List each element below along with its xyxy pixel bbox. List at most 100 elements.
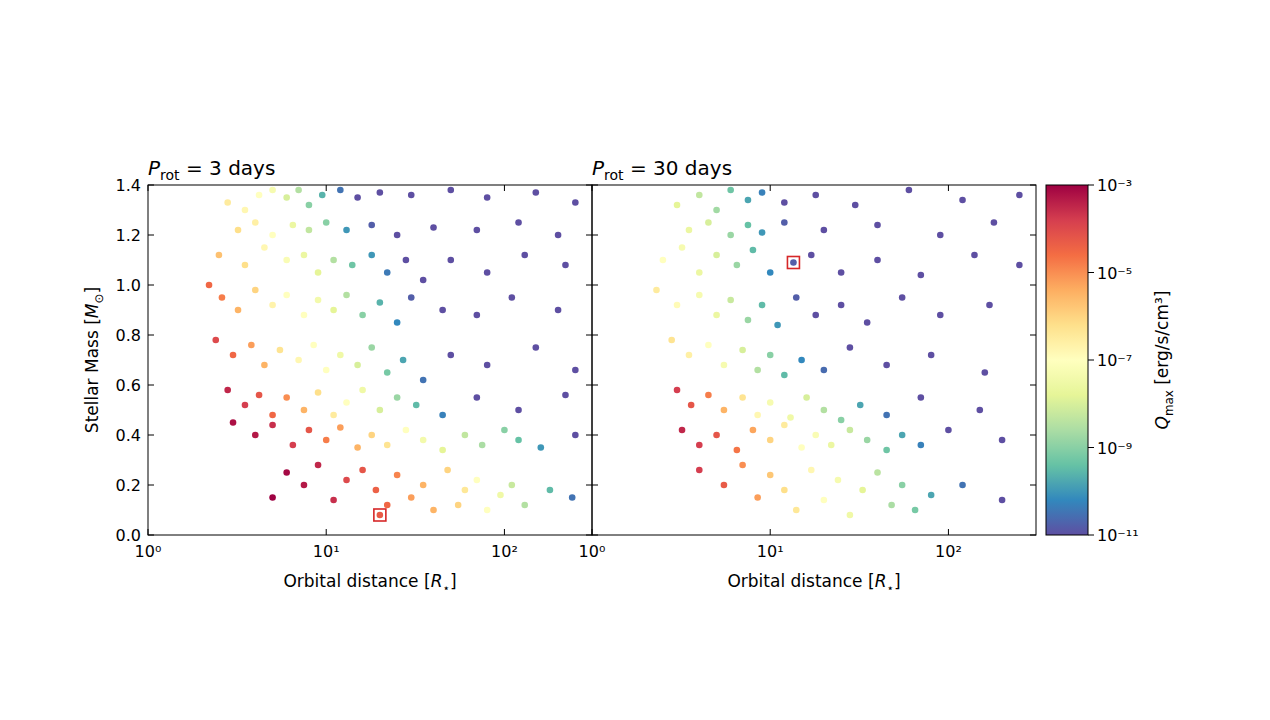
- point: [705, 219, 712, 226]
- point: [394, 319, 401, 326]
- point: [315, 462, 322, 469]
- point: [420, 277, 427, 284]
- y-tick: [148, 335, 154, 336]
- point: [713, 252, 720, 259]
- point: [679, 244, 686, 251]
- point: [847, 427, 854, 434]
- point: [212, 337, 219, 344]
- point: [216, 252, 223, 259]
- y-tick: [1030, 485, 1036, 486]
- y-tick: [1030, 435, 1036, 436]
- y-tick-label: 1.2: [116, 226, 141, 245]
- point: [864, 437, 871, 444]
- point: [444, 467, 451, 474]
- y-tick-label: 1.0: [116, 276, 141, 295]
- point: [533, 189, 540, 196]
- point: [686, 227, 693, 234]
- point: [301, 312, 308, 319]
- point: [774, 322, 781, 329]
- x-tick: [326, 185, 327, 191]
- x-tick: [592, 185, 593, 191]
- point: [759, 229, 766, 236]
- y-tick: [592, 435, 598, 436]
- y-tick: [1030, 285, 1036, 286]
- symbol: R: [431, 571, 443, 591]
- point: [330, 257, 337, 264]
- point: [384, 369, 391, 376]
- point: [384, 502, 391, 509]
- point: [269, 187, 276, 194]
- point: [248, 342, 255, 349]
- point: [808, 467, 815, 474]
- subscript: rot: [160, 167, 180, 183]
- point: [283, 194, 290, 201]
- point: [562, 392, 569, 399]
- y-tick: [592, 285, 598, 286]
- point: [754, 367, 761, 374]
- point: [413, 402, 420, 409]
- point: [323, 367, 330, 374]
- colorbar-tick-label: 10⁻⁹: [1097, 439, 1132, 458]
- y-tick: [592, 535, 598, 536]
- point: [368, 344, 375, 351]
- panel: 10⁰10¹10²Prot = 30 daysOrbital distance …: [579, 156, 1036, 595]
- point: [838, 269, 845, 276]
- point: [447, 352, 454, 359]
- point: [1016, 192, 1023, 199]
- point: [306, 427, 313, 434]
- point: [474, 312, 481, 319]
- point: [883, 362, 890, 369]
- point: [812, 192, 819, 199]
- point: [242, 262, 249, 269]
- x-tick-label: 10²: [491, 542, 518, 561]
- point: [912, 507, 919, 514]
- colorbar-tick-label: 10⁻¹¹: [1097, 526, 1139, 545]
- point: [696, 467, 703, 474]
- point: [252, 432, 259, 439]
- figure: 10⁰10¹10²0.00.20.40.60.81.01.21.4Prot = …: [0, 0, 1270, 720]
- point: [821, 367, 828, 374]
- point: [474, 394, 481, 401]
- point: [745, 317, 752, 324]
- point: [812, 312, 819, 319]
- point: [501, 427, 508, 434]
- subscript: ⊙: [92, 293, 106, 303]
- point: [982, 369, 989, 376]
- text: Orbital distance [: [727, 571, 874, 591]
- point: [812, 432, 819, 439]
- colorbar-tick: [1088, 185, 1094, 186]
- point: [721, 407, 728, 414]
- point: [739, 394, 746, 401]
- point: [572, 367, 579, 374]
- point: [306, 227, 313, 234]
- y-tick: [1030, 385, 1036, 386]
- point: [899, 482, 906, 489]
- point: [261, 244, 268, 251]
- point: [447, 187, 454, 194]
- point: [674, 202, 681, 209]
- point: [874, 469, 881, 476]
- point: [821, 407, 828, 414]
- point: [674, 302, 681, 309]
- x-tick: [504, 185, 505, 191]
- point: [354, 444, 361, 451]
- point: [354, 194, 361, 201]
- point: [484, 194, 491, 201]
- point: [368, 222, 375, 229]
- point: [808, 252, 815, 259]
- y-tick: [148, 235, 154, 236]
- subscript: ⋆: [442, 581, 449, 595]
- highlight: [374, 509, 386, 521]
- point: [674, 387, 681, 394]
- point: [269, 232, 276, 239]
- x-label: Orbital distance [R⋆]: [283, 571, 456, 595]
- point: [713, 312, 720, 319]
- point: [439, 307, 446, 314]
- y-tick-label: 0.2: [116, 476, 141, 495]
- colorbar-tick: [1088, 360, 1094, 361]
- y-tick-label: 0.0: [116, 526, 141, 545]
- point: [803, 394, 810, 401]
- point: [838, 417, 845, 424]
- y-tick: [592, 185, 598, 186]
- y-tick: [592, 235, 598, 236]
